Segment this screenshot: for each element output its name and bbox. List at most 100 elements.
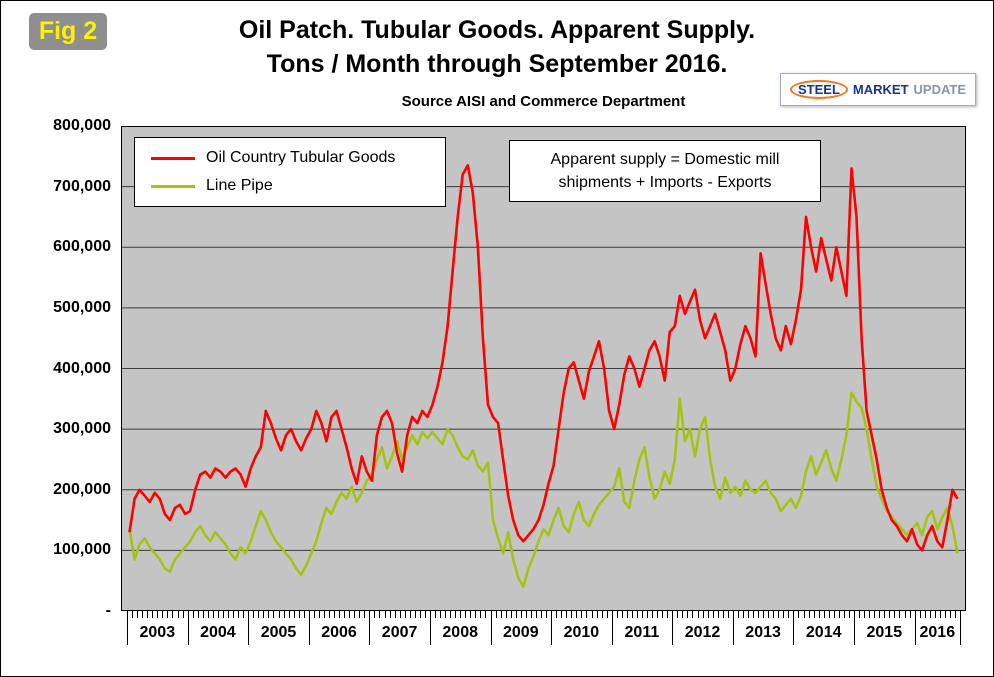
month-tick <box>566 611 568 618</box>
month-tick <box>157 611 159 618</box>
month-tick <box>924 611 926 618</box>
year-separator <box>732 611 734 645</box>
year-separator <box>248 611 250 645</box>
legend-item-octg: Oil Country Tubular Goods <box>151 149 429 167</box>
line-pipe-line <box>128 391 959 589</box>
x-axis-year-label: 2016 <box>919 624 956 641</box>
y-axis-label: 700,000 <box>53 177 111 195</box>
month-tick <box>207 611 209 618</box>
year-separator <box>672 611 674 645</box>
month-tick <box>318 611 320 618</box>
month-tick <box>217 611 219 618</box>
month-tick <box>364 611 366 618</box>
month-tick <box>636 611 638 618</box>
oil-country-tubular-goods-line <box>128 164 959 552</box>
month-tick <box>404 611 406 618</box>
year-separator <box>127 611 128 645</box>
month-tick <box>874 611 876 618</box>
month-tick <box>581 611 583 618</box>
month-tick <box>500 611 502 618</box>
month-tick <box>273 611 275 618</box>
month-tick <box>293 611 295 618</box>
y-axis-label: 200,000 <box>53 480 111 498</box>
month-tick <box>339 611 340 618</box>
chart-title-line2: Tons / Month through September 2016. <box>266 50 728 78</box>
month-tick <box>667 611 669 618</box>
month-tick <box>869 611 871 618</box>
month-tick <box>253 611 255 618</box>
month-tick <box>712 611 714 618</box>
month-tick <box>556 611 558 618</box>
month-tick <box>788 611 790 618</box>
month-tick <box>349 611 351 618</box>
month-tick <box>409 611 411 618</box>
month-tick <box>480 611 482 618</box>
month-tick <box>495 611 497 618</box>
month-tick <box>344 611 346 618</box>
month-tick <box>823 611 825 618</box>
year-separator <box>960 611 961 645</box>
x-axis-year-label: 2010 <box>563 624 600 641</box>
x-axis-year-label: 2012 <box>684 624 721 641</box>
month-tick <box>687 611 689 618</box>
month-tick <box>657 611 659 618</box>
month-tick <box>510 611 512 618</box>
month-tick <box>268 611 270 618</box>
y-axis-label: 600,000 <box>53 238 111 256</box>
month-tick <box>864 611 866 618</box>
month-tick <box>546 611 547 618</box>
month-tick <box>485 611 487 618</box>
month-tick <box>722 611 724 618</box>
month-tick <box>773 611 775 618</box>
month-tick <box>894 611 896 618</box>
line-pipe-line-swatch <box>151 184 195 188</box>
month-tick <box>934 611 936 618</box>
month-tick <box>919 611 921 618</box>
legend-label-line-pipe: Line Pipe <box>206 177 273 194</box>
month-tick <box>631 611 633 618</box>
month-tick <box>283 611 285 618</box>
month-tick <box>334 611 335 618</box>
x-axis-year-label: 2004 <box>200 624 236 641</box>
month-tick <box>586 611 588 618</box>
month-tick <box>742 611 744 618</box>
month-tick <box>843 611 845 618</box>
x-axis-year-label: 2015 <box>866 624 903 641</box>
month-tick <box>803 611 805 618</box>
month-tick <box>828 611 830 618</box>
month-tick <box>222 611 224 618</box>
x-axis-year-label: 2008 <box>442 624 478 641</box>
x-axis-year-label: 2009 <box>503 624 539 641</box>
year-separator <box>611 611 613 645</box>
month-tick <box>328 611 330 618</box>
month-tick <box>162 611 164 618</box>
plot-border <box>121 126 966 611</box>
month-tick <box>435 611 436 618</box>
month-tick <box>414 611 416 618</box>
month-tick <box>768 611 770 618</box>
month-tick <box>955 611 956 618</box>
month-tick <box>172 611 174 618</box>
month-tick <box>505 611 507 618</box>
x-axis-year-label: 2006 <box>321 624 357 641</box>
month-tick <box>515 611 517 618</box>
month-tick <box>450 611 452 618</box>
x-axis-year-label: 2007 <box>381 624 418 641</box>
annotation-box: Apparent supply = Domestic mill shipment… <box>509 140 821 202</box>
month-tick <box>763 611 765 618</box>
logo-word-steel: STEEL <box>790 80 848 99</box>
month-tick <box>238 611 240 618</box>
month-tick <box>889 611 891 618</box>
month-tick <box>929 611 931 618</box>
month-tick <box>228 611 229 618</box>
legend-label-octg: Oil Country Tubular Goods <box>206 149 396 166</box>
y-axis: 800,000 700,000 600,000 500,000 400,000 300,0… <box>1 1 113 676</box>
year-separator <box>369 611 371 645</box>
month-tick <box>879 611 881 618</box>
month-tick <box>182 611 184 618</box>
month-tick <box>601 611 603 618</box>
month-tick <box>944 611 946 618</box>
month-tick <box>818 611 820 618</box>
month-tick <box>758 611 760 618</box>
x-axis-year-label: 2014 <box>805 624 842 641</box>
